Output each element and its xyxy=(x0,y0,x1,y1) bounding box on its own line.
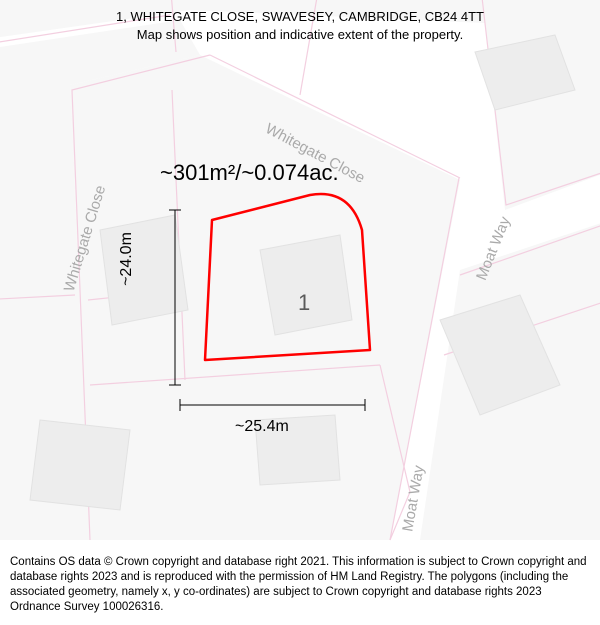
map-subtitle: Map shows position and indicative extent… xyxy=(10,26,590,44)
property-address: 1, WHITEGATE CLOSE, SWAVESEY, CAMBRIDGE,… xyxy=(10,8,590,26)
copyright-footer: Contains OS data © Crown copyright and d… xyxy=(0,549,600,625)
header: 1, WHITEGATE CLOSE, SWAVESEY, CAMBRIDGE,… xyxy=(0,0,600,47)
area-measurement: ~301m²/~0.074ac. xyxy=(160,160,339,186)
width-dimension: ~25.4m xyxy=(235,418,289,436)
plot-number: 1 xyxy=(298,290,310,316)
height-dimension: ~24.0m xyxy=(118,232,136,286)
